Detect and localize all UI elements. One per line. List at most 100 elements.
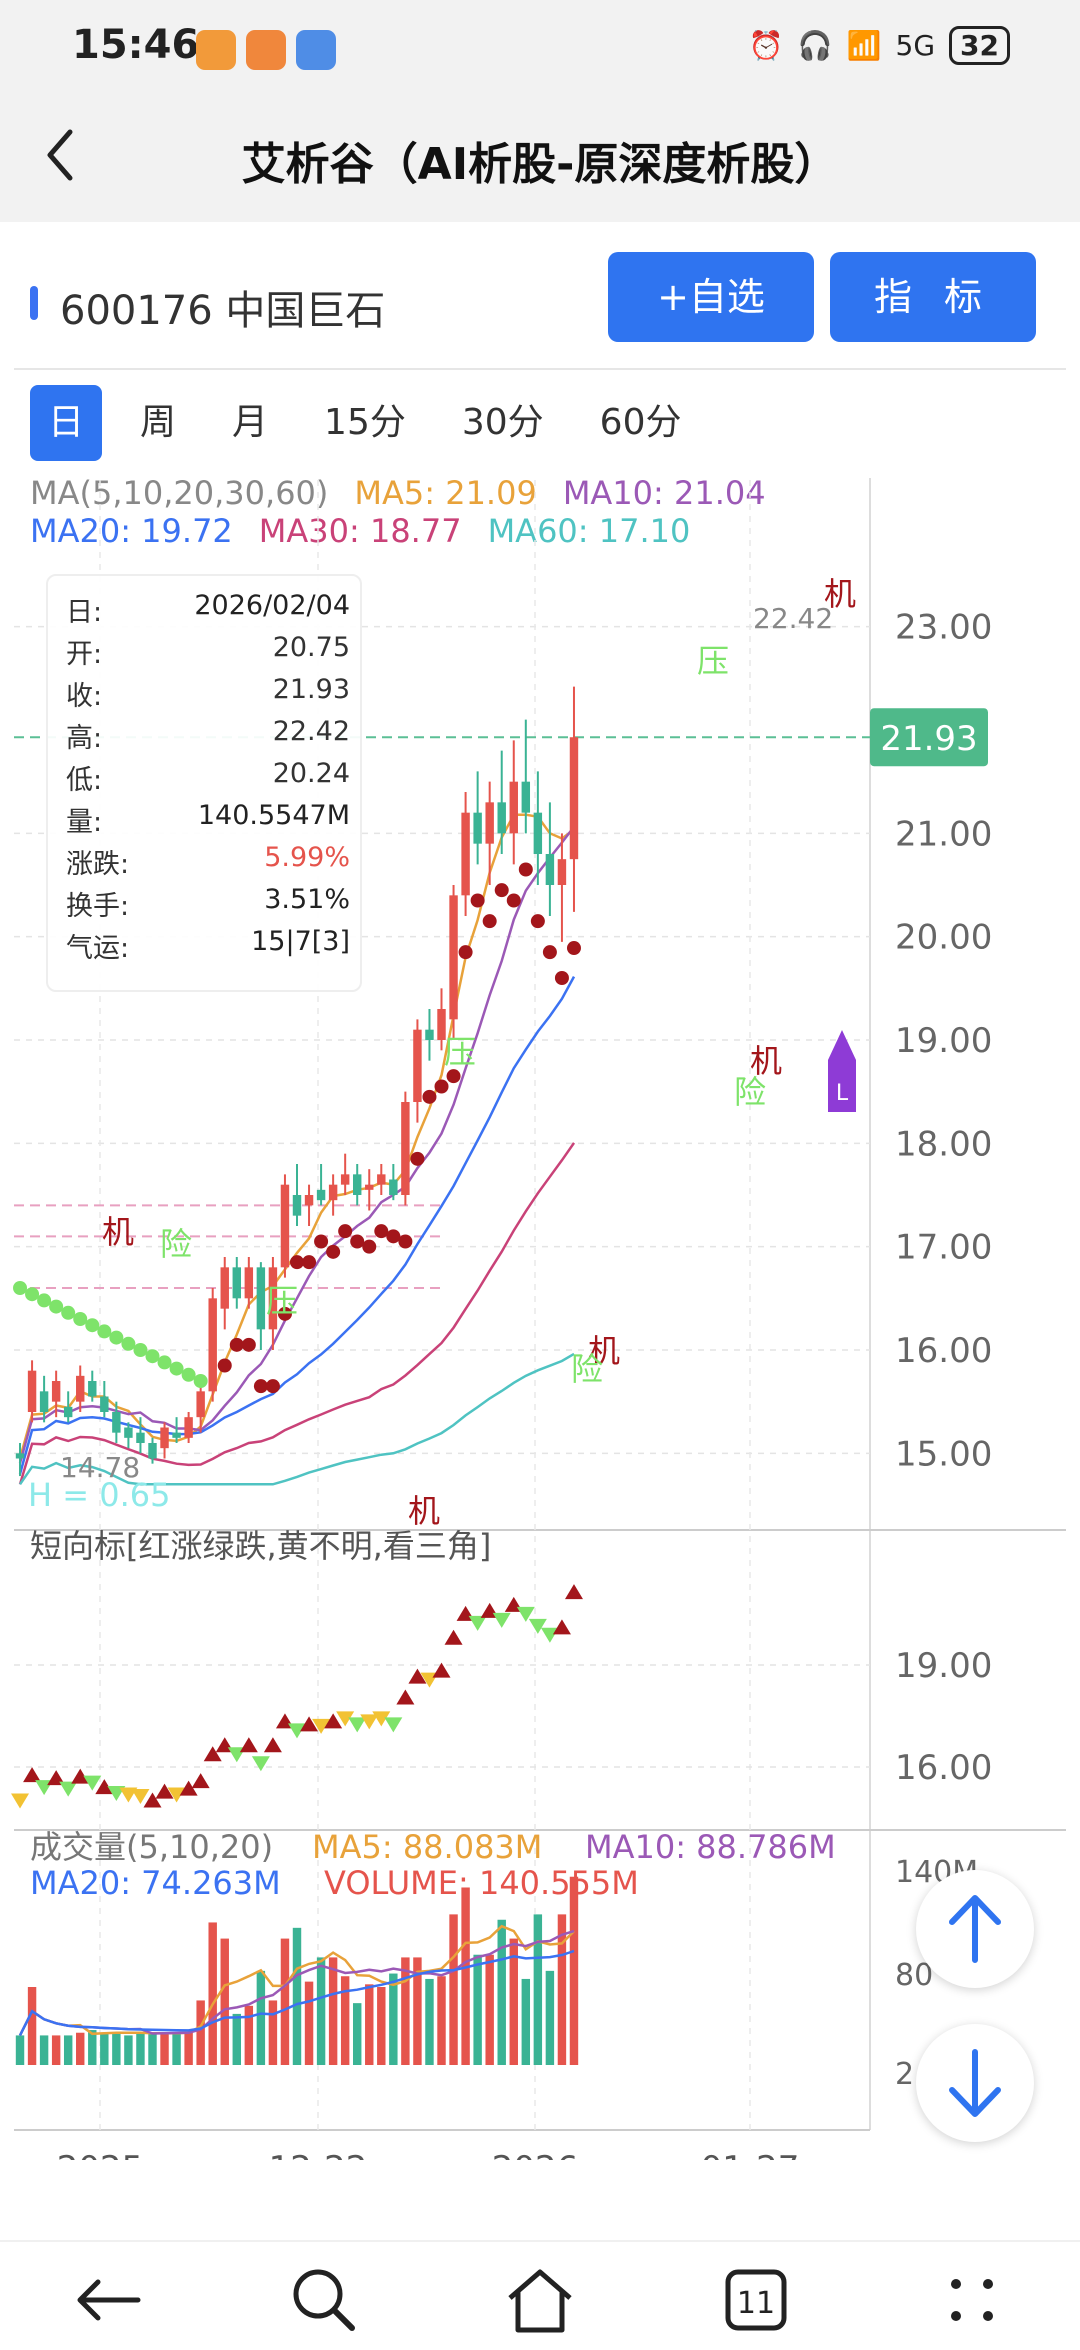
ma-legend-row2: MA20: 19.72 MA30: 18.77 MA60: 17.10 <box>30 512 716 550</box>
candle-body <box>485 802 494 844</box>
volume-bar <box>51 2035 61 2065</box>
status-bar: 15:46 ⏰ 🎧 📶 5G 32 <box>0 0 1080 90</box>
volume-ma-line <box>18 1924 575 2036</box>
chart-grid <box>14 478 1066 2131</box>
candle-body <box>401 1102 410 1195</box>
volume-ma20: MA20: 74.263M <box>30 1864 281 1902</box>
tab-30min[interactable]: 30分 <box>461 402 544 443</box>
info-key: 开: <box>66 639 103 670</box>
stock-header: 600176 中国巨石 +自选 指 标 <box>0 222 1080 372</box>
info-value: 5.99% <box>264 842 350 873</box>
ya-label: 压 <box>697 642 729 680</box>
volume-bar <box>497 1919 506 2065</box>
tab-15min[interactable]: 15分 <box>324 402 406 443</box>
info-key: 高: <box>66 723 103 754</box>
page-title: 艾析谷（AI析股-原深度析股） <box>241 139 839 190</box>
stock-chart[interactable]: 机险压压压机险机险机机22.4214.78H = 0.65L 23.0021.0… <box>0 460 1080 2160</box>
signal-dot <box>422 1089 437 1104</box>
price-tick-label: 15.00 <box>895 1434 992 1474</box>
nav-search-icon[interactable] <box>284 2260 364 2340</box>
short-triangle <box>324 1713 343 1729</box>
signal-dot <box>542 945 557 960</box>
volume-bar <box>280 1938 290 2065</box>
signal-dot <box>554 971 569 985</box>
info-row: 气运: 15|7[3] <box>48 918 360 964</box>
candle-body <box>280 1184 290 1268</box>
volume-bar <box>340 1976 350 2065</box>
tab-60min[interactable]: 60分 <box>599 402 682 443</box>
candle-body <box>76 1375 85 1402</box>
candle-body <box>365 1184 374 1190</box>
scroll-down-button[interactable] <box>916 2024 1034 2142</box>
ma-label: MA(5,10,20,30,60) <box>30 474 329 512</box>
system-nav-bar: 11 <box>0 2240 1080 2350</box>
short-indicator-title: 短向标[红涨绿跌,黄不明,看三角] <box>30 1527 491 1565</box>
date-label: 01-27 <box>701 2149 800 2160</box>
ma-line <box>18 1352 575 1486</box>
volume-bar <box>148 2032 157 2065</box>
ohlc-info-box: 日: 2026/02/04 开: 20.75 收: 21.93 高: 22.42 低: 20.24… <box>46 574 362 992</box>
info-value: 140.5547M <box>197 800 350 831</box>
signal-dot <box>121 1336 136 1351</box>
xian-label: 险 <box>734 1073 766 1111</box>
tab-week[interactable]: 周 <box>140 402 177 443</box>
short-triangle <box>288 1723 306 1739</box>
volume-bar <box>208 1922 217 2065</box>
volume-value: VOLUME: 140.555M <box>324 1864 639 1902</box>
candle-body <box>88 1381 97 1397</box>
xian-label: 险 <box>571 1350 603 1388</box>
scroll-up-button[interactable] <box>916 1870 1034 1988</box>
volume-bar <box>569 1876 579 2065</box>
current-price-tag <box>870 708 988 767</box>
nav-tabs-icon[interactable]: 11 <box>716 2260 796 2340</box>
signal-dot <box>350 1234 365 1249</box>
candle-body <box>15 1453 25 1459</box>
price-tick-label: 23.00 <box>895 608 992 648</box>
short-triangle <box>372 1711 391 1727</box>
info-value: 20.24 <box>272 758 350 789</box>
arrow-down-icon <box>949 2049 1001 2117</box>
volume-bar <box>124 2035 133 2065</box>
candle-body <box>148 1443 157 1459</box>
volume-bar <box>316 1957 326 2065</box>
candlesticks <box>15 686 579 1477</box>
volume-bar <box>545 1970 555 2065</box>
volume-bar <box>112 2032 121 2065</box>
add-watchlist-button[interactable]: +自选 <box>608 252 814 342</box>
nav-menu-icon[interactable] <box>932 2260 1012 2340</box>
signal-dot <box>145 1349 160 1364</box>
indicator-button[interactable]: 指 标 <box>830 252 1036 342</box>
candle-body <box>208 1298 217 1392</box>
signal-dot <box>386 1229 401 1244</box>
candle-body <box>425 1029 434 1040</box>
tab-day[interactable]: 日 <box>30 385 103 461</box>
low-label: 14.78 <box>60 1451 140 1484</box>
volume-bar <box>521 1978 531 2065</box>
candle-body <box>232 1267 242 1299</box>
date-axis: 2025 12-22 2026 01-27 <box>57 2149 800 2160</box>
tab-month[interactable]: 月 <box>232 402 269 443</box>
short-triangle <box>203 1746 222 1762</box>
signal-dot <box>338 1224 353 1239</box>
short-triangle <box>71 1768 90 1784</box>
info-row: 高: 22.42 <box>48 708 360 754</box>
candle-body <box>473 812 482 844</box>
candle-body <box>316 1189 326 1201</box>
nav-back-icon[interactable] <box>68 2260 148 2340</box>
back-arrow-icon[interactable] <box>28 120 98 190</box>
svg-text:11: 11 <box>737 2286 775 2321</box>
short-triangle <box>396 1689 415 1705</box>
info-value: 3.51% <box>264 884 350 915</box>
info-value: 2026/02/04 <box>194 590 350 621</box>
short-triangle <box>540 1627 559 1643</box>
volume-bar <box>461 1887 470 2065</box>
volume-bar <box>437 1976 446 2065</box>
stock-name: 600176 中国巨石 <box>60 288 386 334</box>
ji-label: 机 <box>824 575 856 613</box>
short-triangle <box>444 1629 463 1645</box>
high-label: 22.42 <box>753 602 833 635</box>
date-label: 12-22 <box>269 2149 368 2160</box>
short-triangle <box>95 1779 114 1795</box>
nav-home-icon[interactable] <box>500 2260 580 2340</box>
price-tick-label: 19.00 <box>895 1021 992 1061</box>
